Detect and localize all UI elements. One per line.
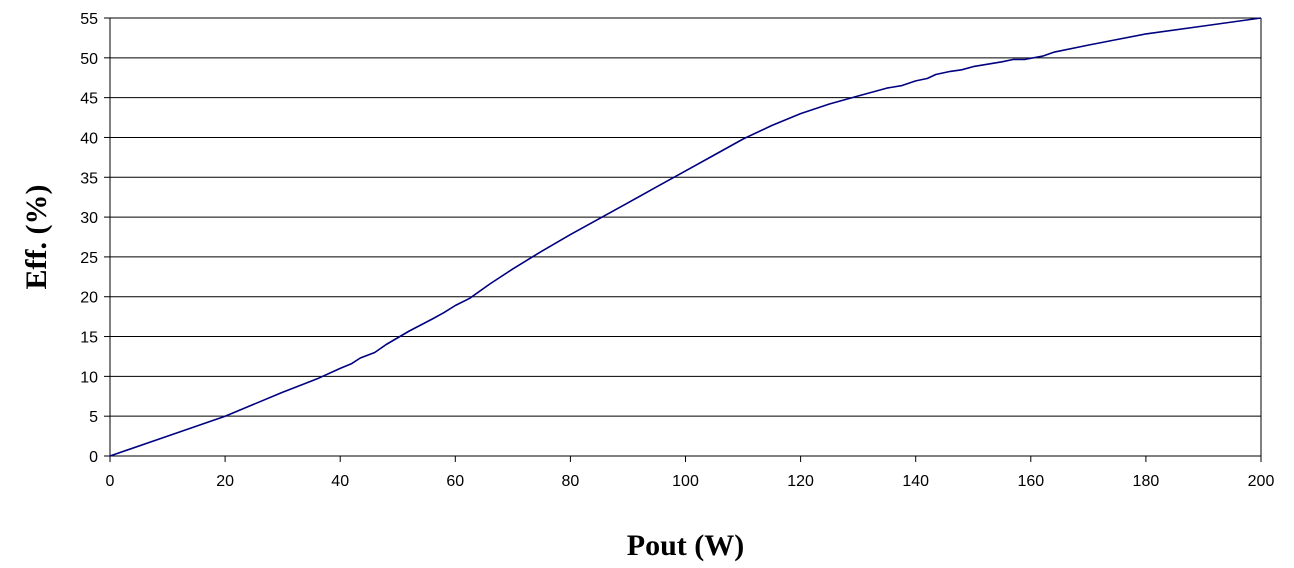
y-tick-label: 25	[80, 250, 98, 267]
x-tick-label: 80	[562, 473, 580, 490]
x-tick-label: 180	[1133, 473, 1160, 490]
x-tick-label: 0	[106, 473, 115, 490]
y-tick-label: 30	[80, 210, 98, 227]
x-tick-label: 120	[787, 473, 814, 490]
axes	[104, 17, 1262, 462]
y-tick-label: 15	[80, 330, 98, 347]
y-tick-label: 40	[80, 130, 98, 147]
tick-labels: 0 5 10 15 20 25 30 35 40 45 50 55 0 20 40 60 80 100 120 140…	[80, 11, 1274, 490]
series-layer	[109, 17, 1262, 457]
y-tick-label: 20	[80, 290, 98, 307]
efficiency-series-line	[109, 17, 1262, 457]
y-axis-title: Eff. (%)	[20, 185, 53, 290]
y-tick-label: 50	[80, 51, 98, 68]
y-tick-label: 55	[80, 11, 98, 28]
x-tick-label: 60	[446, 473, 464, 490]
y-tick-label: 35	[80, 170, 98, 187]
gridlines	[110, 17, 1261, 417]
x-tick-label: 140	[902, 473, 929, 490]
x-tick-label: 200	[1248, 473, 1275, 490]
y-tick-label: 45	[80, 91, 98, 108]
y-tick-label: 0	[89, 449, 98, 466]
y-tick-label: 5	[89, 409, 98, 426]
x-tick-label: 20	[216, 473, 234, 490]
y-tick-label: 10	[80, 369, 98, 386]
x-tick-label: 100	[672, 473, 699, 490]
x-axis-title: Pout (W)	[627, 529, 744, 562]
x-tick-label: 40	[331, 473, 349, 490]
x-tick-label: 160	[1017, 473, 1044, 490]
